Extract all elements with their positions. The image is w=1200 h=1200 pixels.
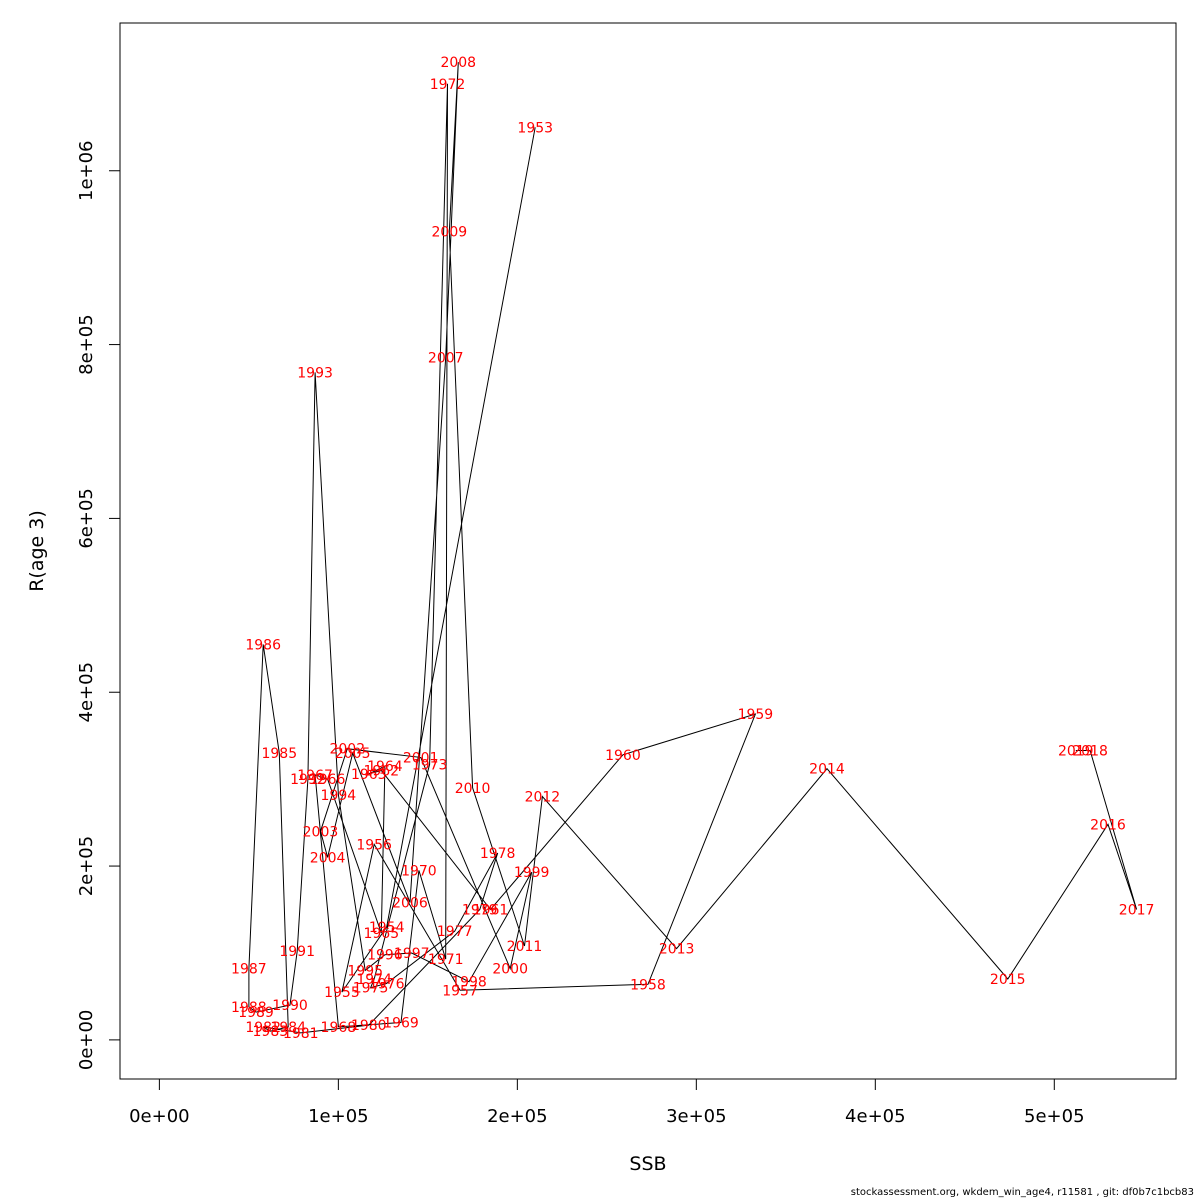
year-label-2013: 2013 bbox=[659, 942, 695, 958]
y-tick-label: 6e+05 bbox=[76, 488, 97, 549]
plot-frame bbox=[119, 22, 1177, 1080]
year-label-1956: 1956 bbox=[356, 837, 392, 853]
year-label-2016: 2016 bbox=[1090, 817, 1126, 833]
x-axis-title: SSB bbox=[629, 1153, 666, 1175]
year-label-1975: 1975 bbox=[353, 981, 389, 997]
year-label-1960: 1960 bbox=[605, 748, 641, 764]
year-label-1979: 1979 bbox=[462, 903, 498, 919]
x-tick-label: 0e+00 bbox=[129, 1106, 190, 1127]
year-label-1982: 1982 bbox=[245, 1020, 281, 1036]
year-label-2015: 2015 bbox=[990, 972, 1026, 988]
year-label-2010: 2010 bbox=[455, 781, 491, 797]
year-label-1958: 1958 bbox=[630, 977, 666, 993]
year-label-1954: 1954 bbox=[369, 920, 405, 936]
y-axis: 0e+00 2e+05 4e+05 6e+05 8e+05 1e+06 bbox=[76, 140, 121, 1071]
sr-trajectory-line bbox=[248, 62, 1138, 1034]
x-tick-label: 3e+05 bbox=[666, 1106, 727, 1127]
year-label-1987: 1987 bbox=[231, 962, 267, 978]
year-label-2014: 2014 bbox=[809, 762, 845, 778]
footer-credit: stockassessment.org, wkdem_win_age4, r11… bbox=[850, 1187, 1194, 1198]
year-label-2019: 2019 bbox=[1058, 743, 1094, 759]
year-label-1991: 1991 bbox=[279, 944, 315, 960]
year-label-1959: 1959 bbox=[738, 707, 774, 723]
year-label-1977: 1977 bbox=[437, 924, 473, 940]
year-label-1965: 1965 bbox=[363, 926, 399, 942]
year-label-2005: 2005 bbox=[335, 746, 371, 762]
year-label-2012: 2012 bbox=[525, 790, 561, 806]
year-label-1962: 1962 bbox=[363, 763, 399, 779]
year-label-1998: 1998 bbox=[451, 975, 487, 991]
x-tick-label: 1e+05 bbox=[308, 1106, 369, 1127]
year-label-1970: 1970 bbox=[401, 863, 437, 879]
year-label-1994: 1994 bbox=[321, 788, 357, 804]
year-label-2001: 2001 bbox=[403, 750, 439, 766]
year-label-1999: 1999 bbox=[514, 865, 550, 881]
y-tick-label: 2e+05 bbox=[76, 836, 97, 897]
year-label-1984: 1984 bbox=[270, 1020, 306, 1036]
year-label-1972: 1972 bbox=[430, 77, 466, 93]
year-label-1990: 1990 bbox=[272, 998, 308, 1014]
year-label-1989: 1989 bbox=[238, 1005, 274, 1021]
year-label-2003: 2003 bbox=[303, 824, 339, 840]
x-axis: 0e+00 1e+05 2e+05 3e+05 4e+05 5e+05 bbox=[129, 1078, 1085, 1127]
year-label-1995: 1995 bbox=[347, 963, 383, 979]
year-label-2000: 2000 bbox=[492, 962, 528, 978]
year-label-1988: 1988 bbox=[231, 1000, 267, 1016]
x-tick-label: 5e+05 bbox=[1024, 1106, 1085, 1127]
year-label-2002: 2002 bbox=[329, 742, 365, 758]
year-label-1985: 1985 bbox=[261, 746, 297, 762]
year-label-2008: 2008 bbox=[440, 55, 476, 71]
year-label-2018: 2018 bbox=[1072, 743, 1108, 759]
y-tick-label: 8e+05 bbox=[76, 314, 97, 375]
x-tick-label: 4e+05 bbox=[845, 1106, 906, 1127]
year-label-1973: 1973 bbox=[412, 757, 448, 773]
year-label-2011: 2011 bbox=[507, 939, 543, 955]
year-label-1978: 1978 bbox=[480, 846, 516, 862]
y-tick-label: 0e+00 bbox=[76, 1010, 97, 1071]
y-tick-label: 1e+06 bbox=[76, 140, 97, 201]
year-label-1976: 1976 bbox=[369, 976, 405, 992]
year-label-1981: 1981 bbox=[283, 1026, 319, 1042]
year-label-1961: 1961 bbox=[473, 903, 509, 919]
year-label-1992: 1992 bbox=[290, 772, 326, 788]
year-label-1986: 1986 bbox=[245, 637, 281, 653]
year-label-1993: 1993 bbox=[297, 365, 333, 381]
year-label-1967: 1967 bbox=[297, 768, 333, 784]
year-label-2017: 2017 bbox=[1119, 903, 1155, 919]
year-label-1963: 1963 bbox=[351, 767, 387, 783]
year-label-1974: 1974 bbox=[356, 972, 392, 988]
year-label-1955: 1955 bbox=[324, 985, 360, 1001]
year-label-1983: 1983 bbox=[253, 1024, 289, 1040]
year-label-1996: 1996 bbox=[367, 948, 403, 964]
year-label-1964: 1964 bbox=[367, 759, 403, 775]
year-label-2004: 2004 bbox=[310, 850, 346, 866]
year-label-1969: 1969 bbox=[383, 1016, 419, 1032]
year-label-1980: 1980 bbox=[351, 1018, 387, 1034]
year-labels: 1953 1954 1955 1956 1957 1958 1959 1960 1961 1962… bbox=[231, 55, 1154, 1042]
year-label-1966: 1966 bbox=[310, 772, 346, 788]
x-tick-label: 2e+05 bbox=[487, 1106, 548, 1127]
year-label-1971: 1971 bbox=[428, 952, 464, 968]
y-tick-label: 4e+05 bbox=[76, 662, 97, 723]
year-label-2007: 2007 bbox=[428, 351, 464, 367]
year-label-1957: 1957 bbox=[442, 983, 478, 999]
year-label-2009: 2009 bbox=[432, 225, 468, 241]
year-label-1997: 1997 bbox=[394, 946, 430, 962]
year-label-1953: 1953 bbox=[517, 120, 553, 136]
y-axis-title: R(age 3) bbox=[26, 510, 48, 592]
year-label-2006: 2006 bbox=[392, 896, 428, 912]
year-label-1968: 1968 bbox=[321, 1020, 357, 1036]
